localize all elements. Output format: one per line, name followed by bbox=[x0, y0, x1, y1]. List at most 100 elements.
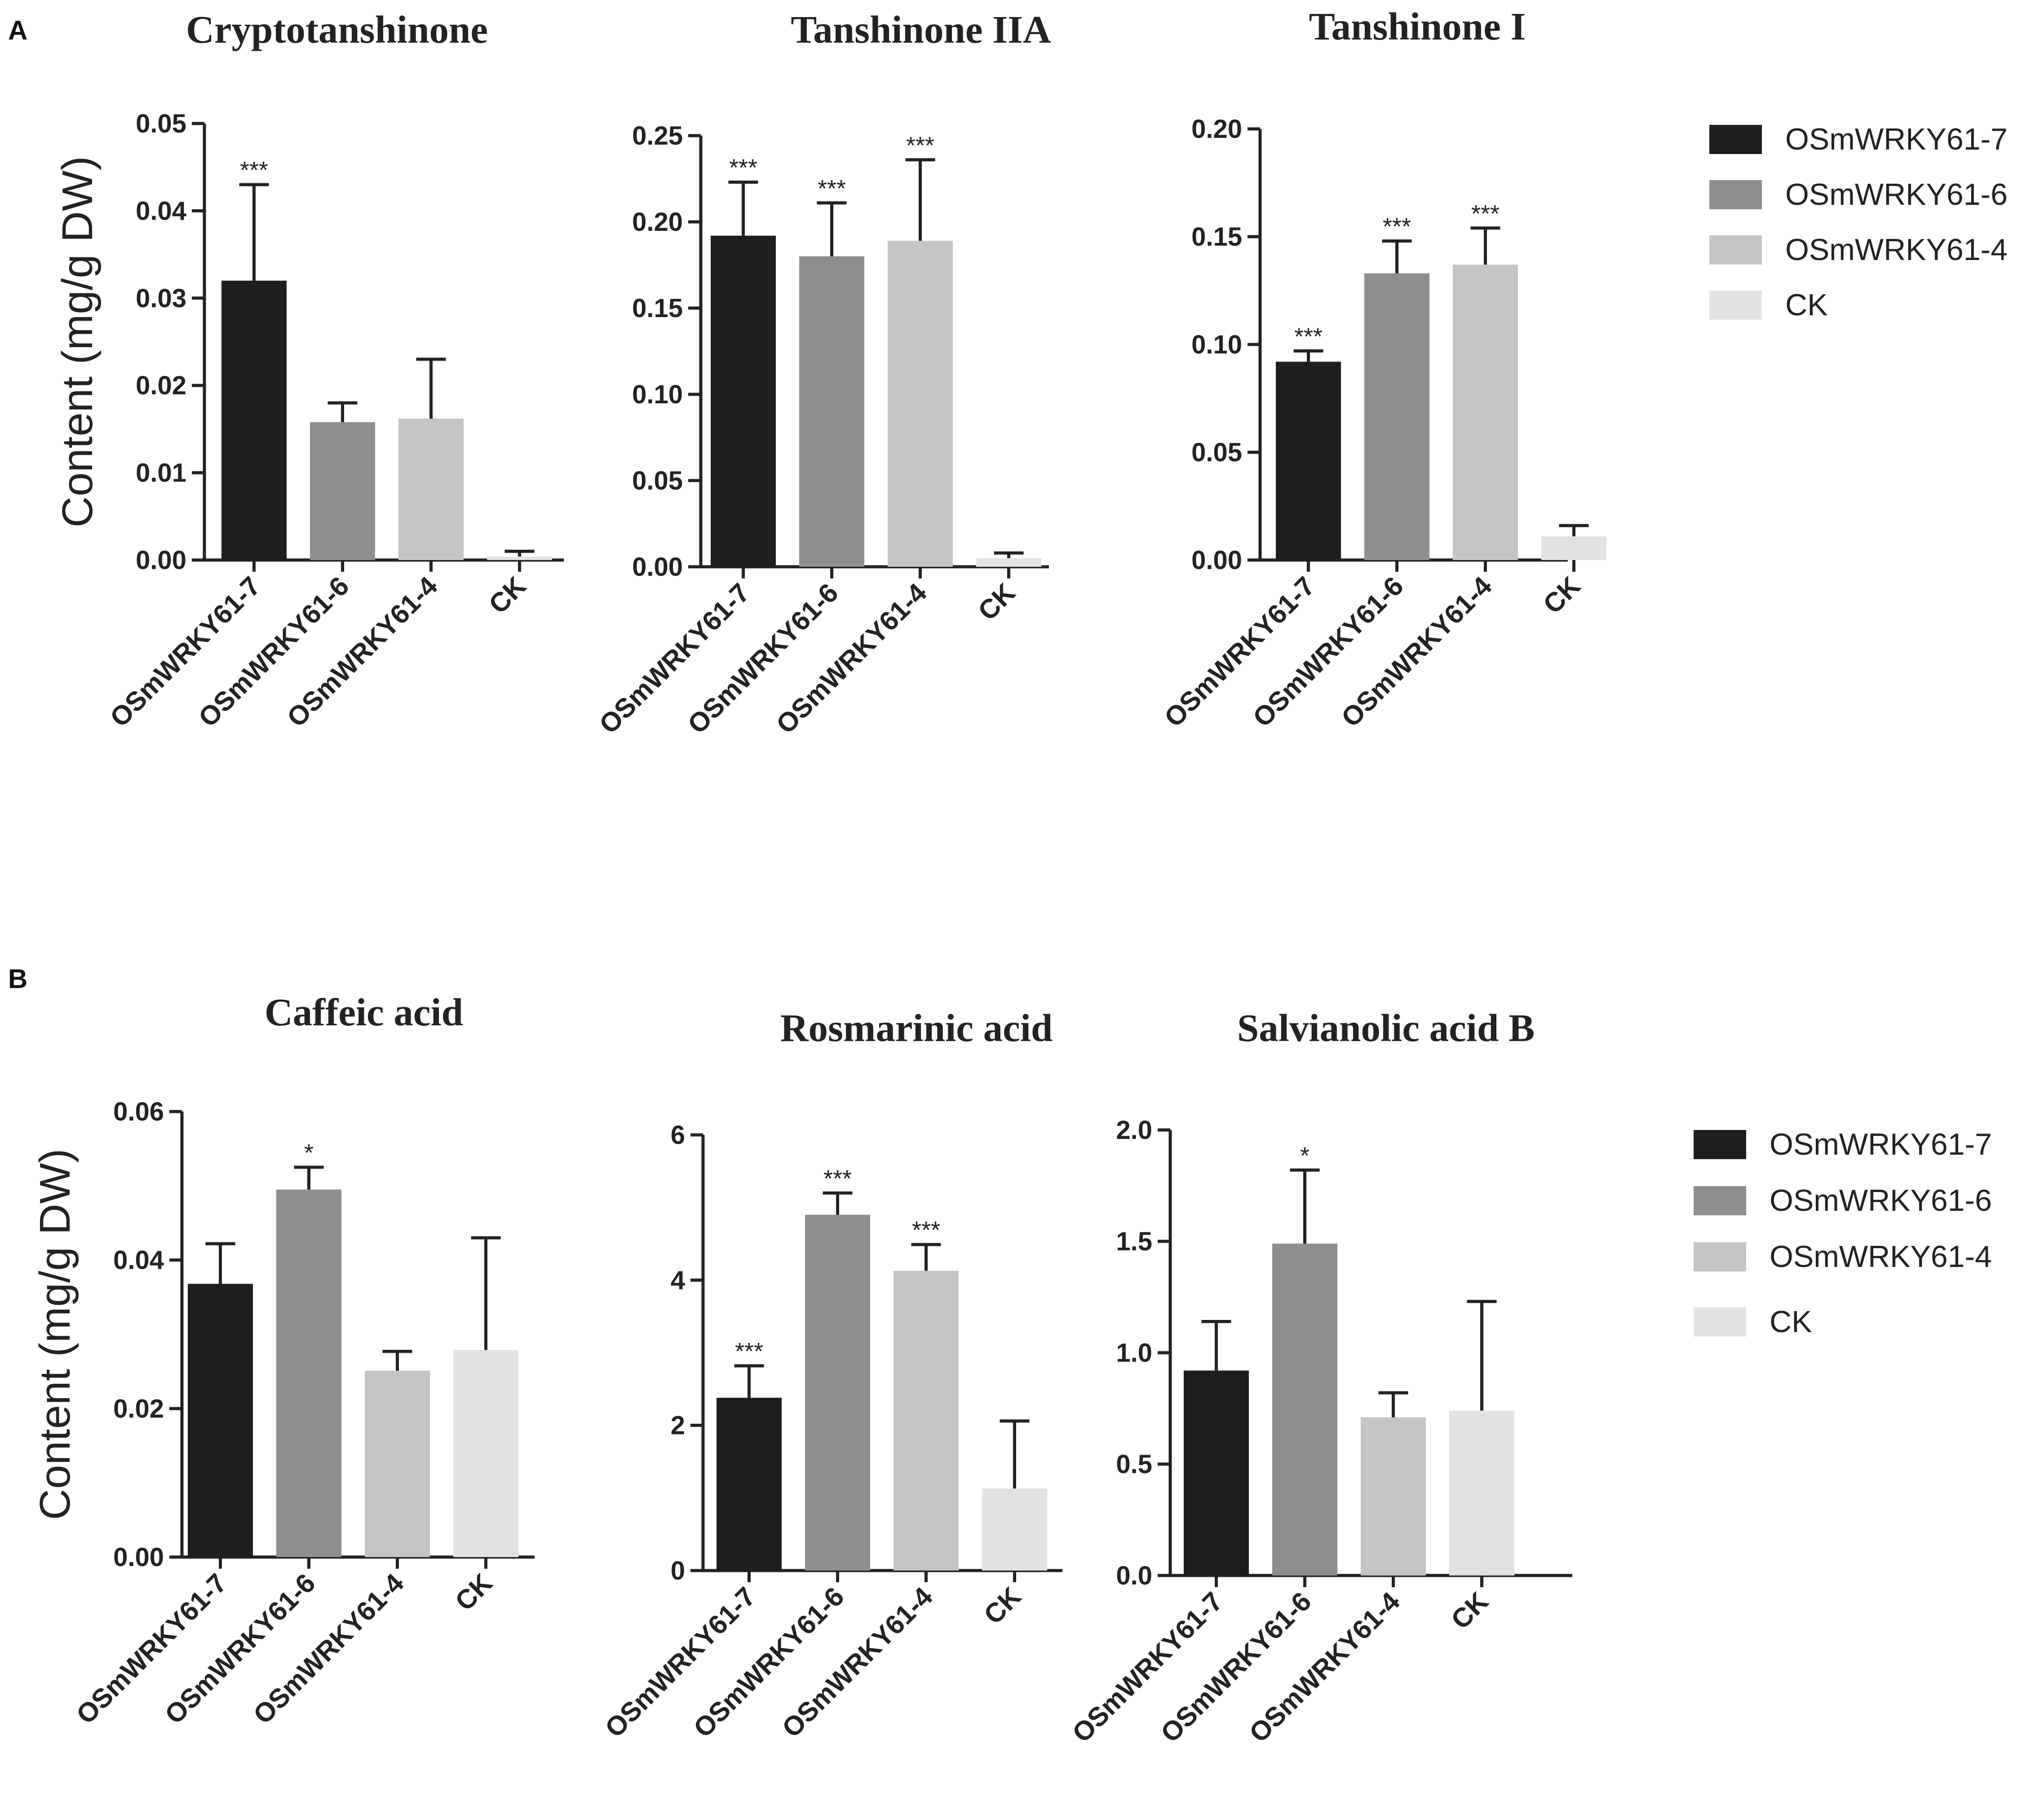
y-tick-label: 0.20 bbox=[632, 207, 683, 237]
chart-3: Tanshinone I 0.00 0.05 0.10 0.15 0.20 *** OSmWR… bbox=[1159, 4, 1606, 733]
legend-label: OSmWRKY61-7 bbox=[1770, 1127, 1992, 1161]
chart-title: Tanshinone IIA bbox=[791, 8, 1051, 51]
bar-OSmWRKY61-7 bbox=[221, 280, 287, 560]
y-tick-label: 0.05 bbox=[1191, 438, 1242, 467]
bar-OSmWRKY61-7 bbox=[717, 1398, 782, 1571]
legend-swatch bbox=[1694, 1242, 1746, 1271]
bar-OSmWRKY61-4 bbox=[1453, 265, 1518, 560]
legend-b: OSmWRKY61-7 OSmWRKY61-6 OSmWRKY61-4 CK bbox=[1694, 1127, 1992, 1339]
chart-title: Rosmarinic acid bbox=[780, 1006, 1053, 1050]
significance-label: *** bbox=[240, 157, 268, 184]
bar-OSmWRKY61-6 bbox=[799, 256, 864, 567]
bar-OSmWRKY61-6 bbox=[276, 1189, 341, 1557]
chart-4: Caffeic acid 0.00 0.02 0.04 0.06 Content (mg/… bbox=[31, 990, 535, 1730]
bar-OSmWRKY61-6 bbox=[310, 422, 375, 560]
bar-OSmWRKY61-4 bbox=[1361, 1417, 1426, 1575]
category-label: OSmWRKY61-6 bbox=[193, 571, 355, 733]
category-label: OSmWRKY61-4 bbox=[1336, 570, 1498, 733]
bar-OSmWRKY61-7 bbox=[188, 1284, 253, 1557]
y-axis-label: Content (mg/g DW) bbox=[31, 1149, 79, 1520]
bar-CK bbox=[487, 556, 552, 560]
category-label: CK bbox=[1537, 571, 1586, 620]
bar-OSmWRKY61-7 bbox=[1184, 1370, 1249, 1575]
bar-CK bbox=[453, 1350, 518, 1557]
category-label: OSmWRKY61-7 bbox=[1159, 571, 1321, 733]
legend-swatch bbox=[1709, 235, 1762, 265]
significance-label: *** bbox=[1294, 323, 1323, 350]
bar-OSmWRKY61-6 bbox=[805, 1214, 870, 1571]
y-axis-label: Content (mg/g DW) bbox=[53, 156, 102, 528]
y-tick-label: 1.5 bbox=[1116, 1227, 1152, 1256]
y-tick-label: 0.00 bbox=[136, 546, 186, 575]
legend-label: CK bbox=[1770, 1305, 1812, 1339]
category-label: OSmWRKY61-6 bbox=[1155, 1586, 1317, 1748]
y-tick-label: 0.02 bbox=[136, 371, 186, 400]
bar-OSmWRKY61-4 bbox=[894, 1271, 959, 1571]
significance-label: *** bbox=[912, 1217, 940, 1244]
legend-swatch bbox=[1709, 180, 1762, 209]
y-tick-label: 0 bbox=[671, 1556, 685, 1585]
chart-title: Salvianolic acid B bbox=[1237, 1006, 1535, 1050]
category-label: OSmWRKY61-7 bbox=[71, 1568, 233, 1730]
legend-swatch bbox=[1709, 125, 1762, 154]
significance-label: *** bbox=[1383, 213, 1411, 240]
category-label: OSmWRKY61-7 bbox=[593, 578, 756, 740]
significance-label: *** bbox=[823, 1165, 852, 1192]
chart-1: Cryptotanshinone 0.00 0.01 0.02 0.03 0.04 0.05… bbox=[53, 8, 564, 733]
category-label: CK bbox=[978, 1581, 1027, 1630]
legend-label: OSmWRKY61-4 bbox=[1770, 1240, 1992, 1274]
chart-title: Cryptotanshinone bbox=[186, 8, 488, 51]
y-tick-label: 0.15 bbox=[1191, 222, 1242, 252]
y-tick-label: 0.05 bbox=[632, 466, 683, 495]
category-label: OSmWRKY61-4 bbox=[248, 1567, 410, 1730]
y-tick-label: 0.20 bbox=[1191, 115, 1242, 144]
category-label: OSmWRKY61-7 bbox=[104, 571, 266, 733]
category-label: OSmWRKY61-6 bbox=[688, 1581, 850, 1743]
category-label: CK bbox=[449, 1568, 498, 1617]
bar-OSmWRKY61-4 bbox=[365, 1371, 430, 1557]
legend-swatch bbox=[1694, 1186, 1746, 1215]
significance-label: *** bbox=[906, 132, 934, 159]
y-tick-label: 6 bbox=[671, 1121, 685, 1150]
y-tick-label: 0.10 bbox=[632, 380, 683, 409]
y-tick-label: 4 bbox=[671, 1266, 685, 1295]
y-tick-label: 0.25 bbox=[632, 121, 683, 150]
significance-label: * bbox=[304, 1139, 314, 1166]
legend-swatch bbox=[1694, 1130, 1746, 1159]
legends-layer: OSmWRKY61-7OSmWRKY61-6OSmWRKY61-4CKOSmWR… bbox=[1694, 122, 2008, 1339]
y-tick-label: 0.00 bbox=[1191, 546, 1242, 575]
category-label: OSmWRKY61-6 bbox=[159, 1568, 321, 1730]
y-tick-label: 0.0 bbox=[1116, 1561, 1152, 1590]
significance-label: *** bbox=[1471, 200, 1500, 227]
bar-CK bbox=[976, 558, 1041, 567]
legend-label: OSmWRKY61-6 bbox=[1770, 1183, 1992, 1218]
category-label: OSmWRKY61-7 bbox=[1066, 1586, 1229, 1748]
chart-5: Rosmarinic acid 0 2 4 6 *** OSmWRKY61-7 *** OSmW… bbox=[599, 1006, 1062, 1743]
legend-swatch bbox=[1709, 291, 1762, 320]
y-tick-label: 0.01 bbox=[136, 459, 186, 488]
chart-title: Caffeic acid bbox=[265, 990, 463, 1034]
legend-label: OSmWRKY61-6 bbox=[1785, 177, 2008, 212]
bar-OSmWRKY61-6 bbox=[1364, 273, 1429, 560]
bar-CK bbox=[982, 1488, 1047, 1571]
category-label: CK bbox=[1445, 1586, 1494, 1635]
significance-label: *** bbox=[735, 1338, 763, 1365]
panel-letter-a: A bbox=[8, 15, 27, 45]
y-tick-label: 0.02 bbox=[113, 1394, 164, 1423]
bar-OSmWRKY61-7 bbox=[1276, 362, 1341, 560]
category-label: OSmWRKY61-7 bbox=[599, 1581, 761, 1743]
y-tick-label: 0.04 bbox=[113, 1246, 164, 1275]
category-label: CK bbox=[483, 571, 532, 620]
y-tick-label: 2 bbox=[671, 1411, 685, 1440]
y-tick-label: 0.10 bbox=[1191, 330, 1242, 359]
chart-title: Tanshinone I bbox=[1309, 4, 1526, 48]
legend-label: OSmWRKY61-7 bbox=[1785, 122, 2008, 156]
legend-swatch bbox=[1694, 1307, 1746, 1337]
y-tick-label: 0.00 bbox=[632, 552, 683, 582]
y-tick-label: 0.04 bbox=[136, 196, 186, 225]
bar-CK bbox=[1541, 536, 1606, 560]
category-label: CK bbox=[972, 578, 1021, 627]
category-label: OSmWRKY61-4 bbox=[1243, 1586, 1406, 1748]
category-label: OSmWRKY61-4 bbox=[281, 570, 443, 733]
